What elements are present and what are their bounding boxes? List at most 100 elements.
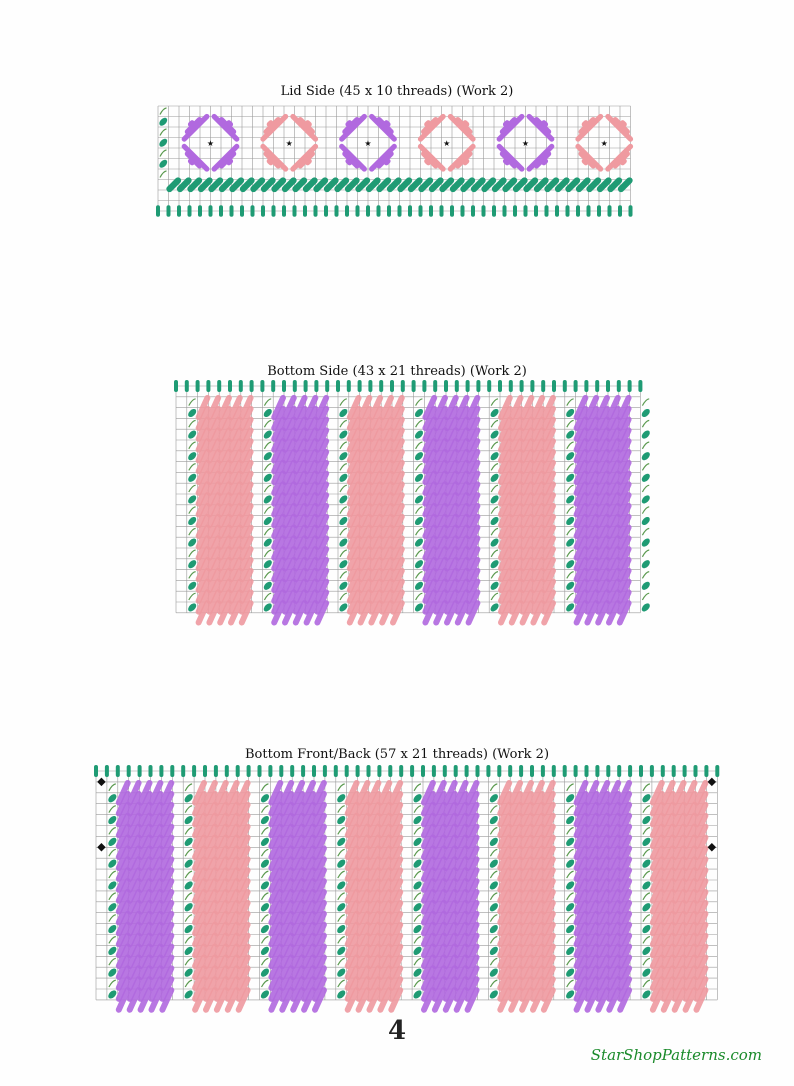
cross-stitch bbox=[339, 538, 348, 547]
tent-stitch bbox=[530, 834, 545, 861]
overcast-stitch bbox=[628, 765, 633, 777]
tent-stitch bbox=[390, 567, 405, 594]
tent-stitch bbox=[616, 546, 632, 572]
tent-stitch bbox=[421, 910, 436, 937]
overcast-stitch bbox=[314, 380, 319, 392]
tent-stitch bbox=[388, 878, 404, 904]
teal-stitch bbox=[239, 177, 255, 193]
overcast-stitch bbox=[181, 765, 186, 777]
tent-stitch bbox=[115, 910, 131, 937]
tent-stitch bbox=[148, 790, 164, 817]
cross-stitch bbox=[184, 990, 193, 999]
tent-stitch bbox=[498, 556, 513, 583]
tent-stitch bbox=[126, 987, 142, 1013]
cross-stitch bbox=[566, 783, 574, 792]
tent-stitch bbox=[530, 954, 545, 981]
motif-stitch bbox=[455, 117, 473, 135]
tent-stitch bbox=[377, 954, 393, 981]
motif-stitch bbox=[226, 158, 234, 166]
cross-stitch bbox=[339, 560, 348, 569]
tent-stitch bbox=[126, 878, 142, 904]
tent-stitch bbox=[541, 578, 556, 604]
bottom-front-divider bbox=[108, 783, 117, 999]
tent-stitch bbox=[573, 535, 589, 561]
tent-stitch bbox=[312, 867, 327, 893]
tent-stitch bbox=[282, 492, 297, 518]
tent-stitch bbox=[115, 867, 131, 893]
tent-stitch bbox=[238, 416, 254, 442]
overcast-stitch bbox=[366, 765, 371, 777]
tent-stitch bbox=[303, 470, 319, 496]
overcast-stitch bbox=[584, 765, 589, 777]
tent-stitch bbox=[454, 546, 470, 572]
tent-stitch bbox=[573, 481, 589, 507]
tent-stitch bbox=[355, 823, 371, 850]
tent-stitch bbox=[519, 448, 535, 475]
tent-stitch bbox=[498, 589, 513, 615]
cross-stitch bbox=[339, 603, 348, 612]
tent-stitch bbox=[530, 600, 546, 626]
overcast-stitch bbox=[184, 380, 189, 392]
cross-stitch bbox=[415, 527, 423, 536]
tent-stitch bbox=[314, 438, 330, 464]
cross-stitch bbox=[339, 592, 347, 601]
overcast-stitch bbox=[170, 765, 175, 777]
tent-stitch bbox=[301, 987, 316, 1013]
tent-stitch bbox=[301, 812, 316, 839]
cross-stitch bbox=[337, 837, 346, 846]
tent-stitch bbox=[444, 535, 459, 561]
overcast-stitch bbox=[115, 765, 120, 777]
cross-stitch bbox=[188, 452, 197, 461]
tent-stitch bbox=[519, 600, 535, 626]
tent-stitch bbox=[497, 899, 513, 926]
tent-stitch bbox=[649, 845, 665, 872]
tent-stitch bbox=[303, 546, 319, 572]
cross-stitch bbox=[108, 935, 116, 944]
overcast-stitch bbox=[303, 380, 308, 392]
tent-stitch bbox=[660, 856, 676, 882]
tent-stitch bbox=[464, 845, 480, 872]
tent-stitch bbox=[584, 524, 600, 550]
tent-stitch bbox=[206, 556, 222, 583]
tent-stitch bbox=[616, 502, 632, 529]
cross-stitch bbox=[159, 170, 167, 178]
tent-stitch bbox=[660, 878, 676, 904]
cross-stitch bbox=[642, 914, 651, 922]
cross-stitch bbox=[184, 892, 193, 901]
tent-stitch bbox=[508, 965, 524, 991]
cross-stitch bbox=[642, 870, 651, 879]
tent-stitch bbox=[453, 976, 469, 1002]
cross-stitch bbox=[337, 968, 346, 977]
tent-stitch bbox=[693, 954, 709, 981]
tent-stitch bbox=[671, 987, 687, 1013]
tent-stitch bbox=[366, 965, 382, 991]
tent-stitch bbox=[282, 578, 297, 604]
tent-stitch bbox=[573, 427, 589, 453]
tent-stitch bbox=[519, 790, 534, 817]
tent-stitch bbox=[115, 801, 131, 828]
motif-stitch bbox=[187, 158, 195, 166]
cross-stitch bbox=[339, 441, 347, 450]
overcast-stitch bbox=[290, 765, 295, 777]
overcast-stitch bbox=[271, 205, 276, 217]
tent-stitch bbox=[606, 589, 621, 615]
tent-stitch bbox=[541, 556, 556, 583]
tent-stitch bbox=[235, 845, 251, 872]
tent-stitch bbox=[224, 867, 240, 893]
cross-stitch bbox=[566, 506, 574, 514]
motif-stitch bbox=[620, 158, 627, 166]
overcast-stitch bbox=[166, 205, 171, 217]
tent-stitch bbox=[279, 976, 295, 1002]
cross-stitch bbox=[339, 473, 348, 482]
tent-stitch bbox=[379, 589, 394, 615]
tent-stitch bbox=[115, 823, 131, 850]
overcast-stitch bbox=[94, 765, 98, 777]
cross-stitch bbox=[566, 946, 575, 955]
tent-stitch bbox=[508, 812, 524, 839]
overcast-stitch bbox=[333, 765, 338, 777]
motif-stitch bbox=[496, 143, 525, 172]
tent-stitch bbox=[606, 878, 622, 904]
cross-stitch bbox=[566, 452, 575, 461]
tent-stitch bbox=[290, 921, 306, 948]
tent-stitch bbox=[508, 910, 524, 937]
